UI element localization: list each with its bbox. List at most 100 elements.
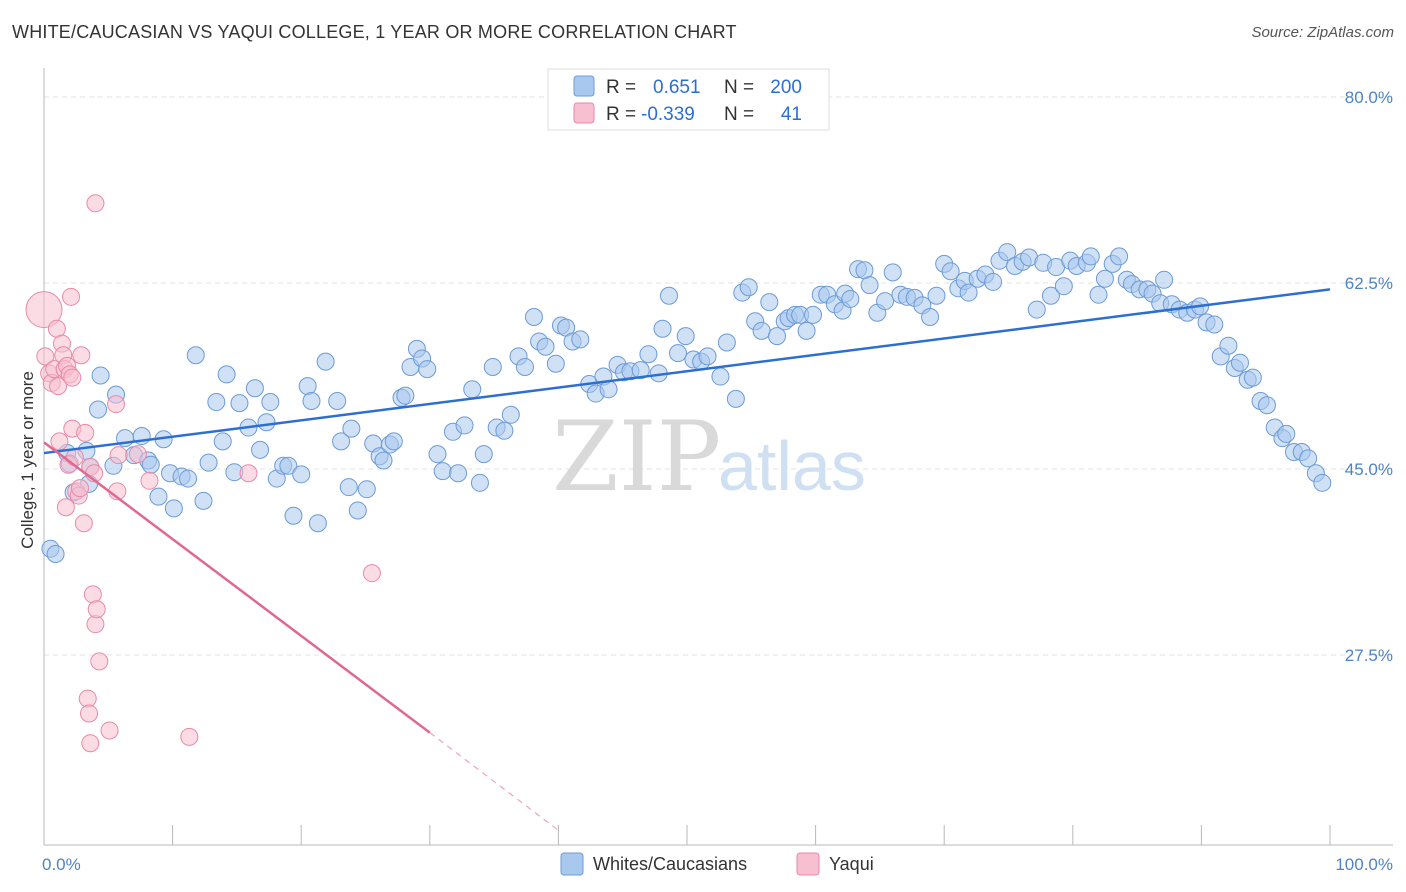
data-point-whites (536, 337, 555, 356)
data-point-whites (501, 405, 520, 424)
data-point-whites (230, 394, 249, 413)
data-point-yaqui (74, 514, 93, 533)
trend-line-whites (43, 288, 1331, 455)
data-point-whites (1205, 315, 1224, 334)
data-point-whites (726, 389, 745, 408)
data-point-whites (418, 360, 437, 379)
data-point-whites (1155, 270, 1174, 289)
data-point-yaqui (107, 395, 126, 414)
data-point-whites (339, 478, 358, 497)
axes (43, 68, 1393, 846)
data-point-whites (599, 380, 618, 399)
data-point-whites (1095, 269, 1114, 288)
data-point-whites (860, 276, 879, 295)
series-whites-points (41, 243, 1332, 564)
data-point-whites (739, 278, 758, 297)
data-point-yaqui (65, 448, 84, 467)
data-point-whites (921, 308, 940, 327)
data-point-whites (89, 400, 108, 419)
chart-title: WHITE/CAUCASIAN VS YAQUI COLLEGE, 1 YEAR… (12, 22, 737, 42)
data-point-whites (1110, 247, 1129, 266)
bottom-legend-label-yaqui: Yaqui (829, 854, 874, 874)
data-point-whites (1230, 353, 1249, 372)
data-point-whites (998, 243, 1017, 262)
data-point-yaqui (56, 498, 75, 517)
data-point-whites (357, 480, 376, 499)
data-point-whites (91, 366, 110, 385)
data-point-whites (1081, 247, 1100, 266)
data-point-whites (470, 473, 489, 492)
data-point-whites (179, 469, 198, 488)
data-point-whites (1219, 336, 1238, 355)
data-point-whites (217, 365, 236, 384)
data-point-whites (257, 413, 276, 432)
watermark-zip: ZIP (552, 401, 721, 513)
data-point-yaqui (87, 600, 106, 619)
bottom-legend: Whites/Caucasians Yaqui (560, 852, 874, 876)
data-point-whites (245, 379, 264, 398)
data-point-whites (1313, 473, 1332, 492)
data-point-yaqui (180, 727, 199, 746)
data-point-whites (348, 501, 367, 520)
data-point-whites (515, 357, 534, 376)
data-point-whites (332, 432, 351, 451)
data-point-whites (797, 321, 816, 340)
x-tick-label: 0.0% (42, 855, 81, 874)
data-point-whites (1041, 286, 1060, 305)
data-point-whites (463, 380, 482, 399)
data-point-yaqui (128, 445, 147, 464)
y-tick-label: 80.0% (1345, 88, 1393, 107)
x-tick-labels: 0.0% 100.0% (42, 855, 1393, 874)
legend-n-label: N = (724, 77, 754, 98)
y-axis-label: College, 1 year or more (18, 371, 37, 549)
data-point-yaqui (81, 734, 100, 753)
bottom-legend-swatch-whites (560, 852, 584, 876)
data-point-whites (261, 393, 280, 412)
data-point-yaqui (71, 479, 90, 498)
data-point-whites (342, 419, 361, 438)
data-point-yaqui (86, 615, 105, 634)
data-point-whites (959, 283, 978, 302)
data-point-whites (1054, 277, 1073, 296)
data-point-whites (841, 289, 860, 308)
data-point-whites (213, 432, 232, 451)
data-point-whites (199, 453, 218, 472)
data-point-whites (292, 465, 311, 484)
legend-n-label: N = (724, 104, 754, 125)
legend-swatch-whites (573, 75, 595, 97)
bottom-legend-swatch-yaqui (796, 852, 820, 876)
data-point-whites (524, 308, 543, 327)
y-tick-labels: 27.5% 45.0% 62.5% 80.0% (1345, 88, 1393, 665)
data-point-yaqui (72, 346, 91, 365)
data-point-whites (876, 292, 895, 311)
data-point-whites (316, 352, 335, 371)
data-point-yaqui (109, 446, 128, 465)
data-point-whites (302, 391, 321, 410)
data-point-whites (698, 347, 717, 366)
data-point-whites (768, 327, 787, 346)
data-point-whites (149, 487, 168, 506)
y-tick-label: 62.5% (1345, 274, 1393, 293)
data-point-whites (1277, 424, 1296, 443)
data-point-whites (1257, 396, 1276, 415)
bottom-legend-label-whites: Whites/Caucasians (593, 854, 747, 874)
trend-lines (43, 288, 1331, 831)
data-point-whites (883, 263, 902, 282)
data-point-whites (474, 445, 493, 464)
data-point-yaqui (76, 423, 95, 442)
data-point-yaqui (80, 704, 99, 723)
data-point-whites (1243, 368, 1262, 387)
data-point-whites (676, 327, 695, 346)
data-point-whites (328, 391, 347, 410)
data-point-whites (449, 464, 468, 483)
legend-r-value-yaqui: -0.339 (641, 104, 695, 125)
data-point-yaqui (362, 564, 381, 583)
data-point-whites (927, 286, 946, 305)
data-point-yaqui (49, 377, 68, 396)
data-point-yaqui (62, 287, 81, 306)
data-point-whites (46, 545, 65, 564)
data-point-whites (711, 367, 730, 386)
trend-line-yaqui-extension (429, 732, 559, 831)
data-point-yaqui (63, 368, 82, 387)
